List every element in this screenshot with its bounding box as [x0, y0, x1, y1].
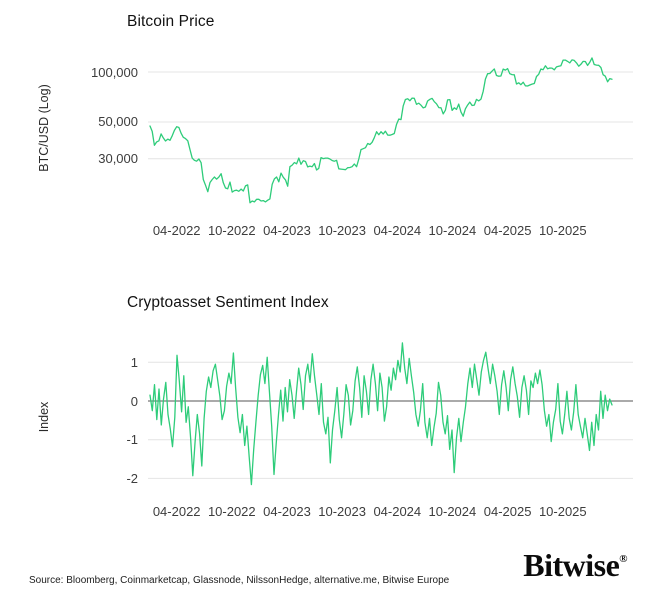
bitcoin-price-chart-title: Bitcoin Price [127, 13, 215, 30]
y-tick-label: 1 [130, 355, 138, 370]
x-tick-label: 04-2023 [263, 223, 311, 238]
y-tick-label: -2 [126, 471, 138, 486]
sentiment-index-chart-title: Cryptoasset Sentiment Index [127, 294, 329, 311]
x-tick-label: 10-2022 [207, 223, 256, 238]
registered-mark: ® [619, 553, 627, 565]
y-tick-label: 30,000 [98, 151, 138, 166]
x-tick-label: 10-2025 [538, 223, 587, 238]
y-tick-label: 0 [130, 394, 138, 409]
x-tick-label: 10-2024 [428, 223, 477, 238]
sentiment-index-line [149, 342, 613, 486]
x-tick-label: 04-2022 [152, 504, 201, 519]
btc-usd-log-axis-label: BTC/USD (Log) [37, 84, 51, 172]
x-tick-label: 04-2022 [152, 223, 201, 238]
x-tick-label: 10-2023 [318, 504, 366, 519]
y-tick-label: -1 [126, 432, 138, 447]
bitcoin-price-line [149, 57, 613, 204]
y-tick-label: 50,000 [98, 114, 138, 129]
x-tick-label: 04-2025 [483, 504, 532, 519]
x-tick-label: 10-2022 [207, 504, 256, 519]
source-text: Source: Bloomberg, Coinmarketcap, Glassn… [29, 575, 450, 586]
x-tick-label: 10-2023 [318, 223, 366, 238]
index-axis-label: Index [37, 401, 51, 433]
bitwise-logo-text: Bitwise [523, 547, 620, 583]
bitwise-logo: Bitwise® [523, 543, 627, 581]
x-tick-label: 10-2025 [538, 504, 587, 519]
x-tick-label: 04-2025 [483, 223, 532, 238]
y-tick-label: 100,000 [91, 65, 138, 80]
x-tick-label: 04-2024 [373, 223, 422, 238]
x-tick-label: 10-2024 [428, 504, 477, 519]
x-tick-label: 04-2023 [263, 504, 311, 519]
x-tick-label: 04-2024 [373, 504, 422, 519]
